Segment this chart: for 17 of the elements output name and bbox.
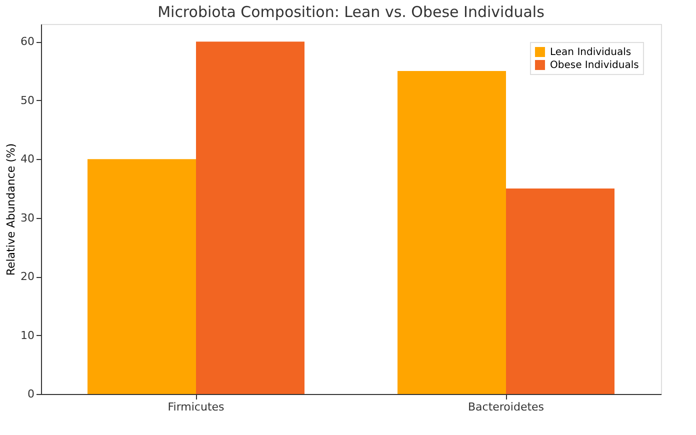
y-tick-label: 60 [20, 35, 34, 48]
bar [88, 159, 196, 394]
y-axis-title: Relative Abundance (%) [4, 143, 18, 276]
y-tick-label: 40 [20, 152, 34, 166]
y-tick-label: 50 [20, 94, 34, 107]
y-tick-label: 20 [20, 270, 34, 284]
chart-title: Microbiota Composition: Lean vs. Obese Individuals [158, 3, 545, 21]
legend-label: Obese Individuals [550, 60, 639, 71]
y-tick-label: 0 [28, 388, 34, 400]
bar [398, 70, 506, 394]
y-tick-label: 30 [20, 211, 34, 224]
x-tick-label: Bacteroidetes [468, 400, 544, 414]
legend-label: Lean Individuals [550, 47, 632, 58]
bar [506, 188, 614, 394]
y-tick-label: 10 [20, 328, 34, 342]
bar [196, 42, 304, 394]
x-tick-label: Firmicutes [168, 400, 225, 414]
